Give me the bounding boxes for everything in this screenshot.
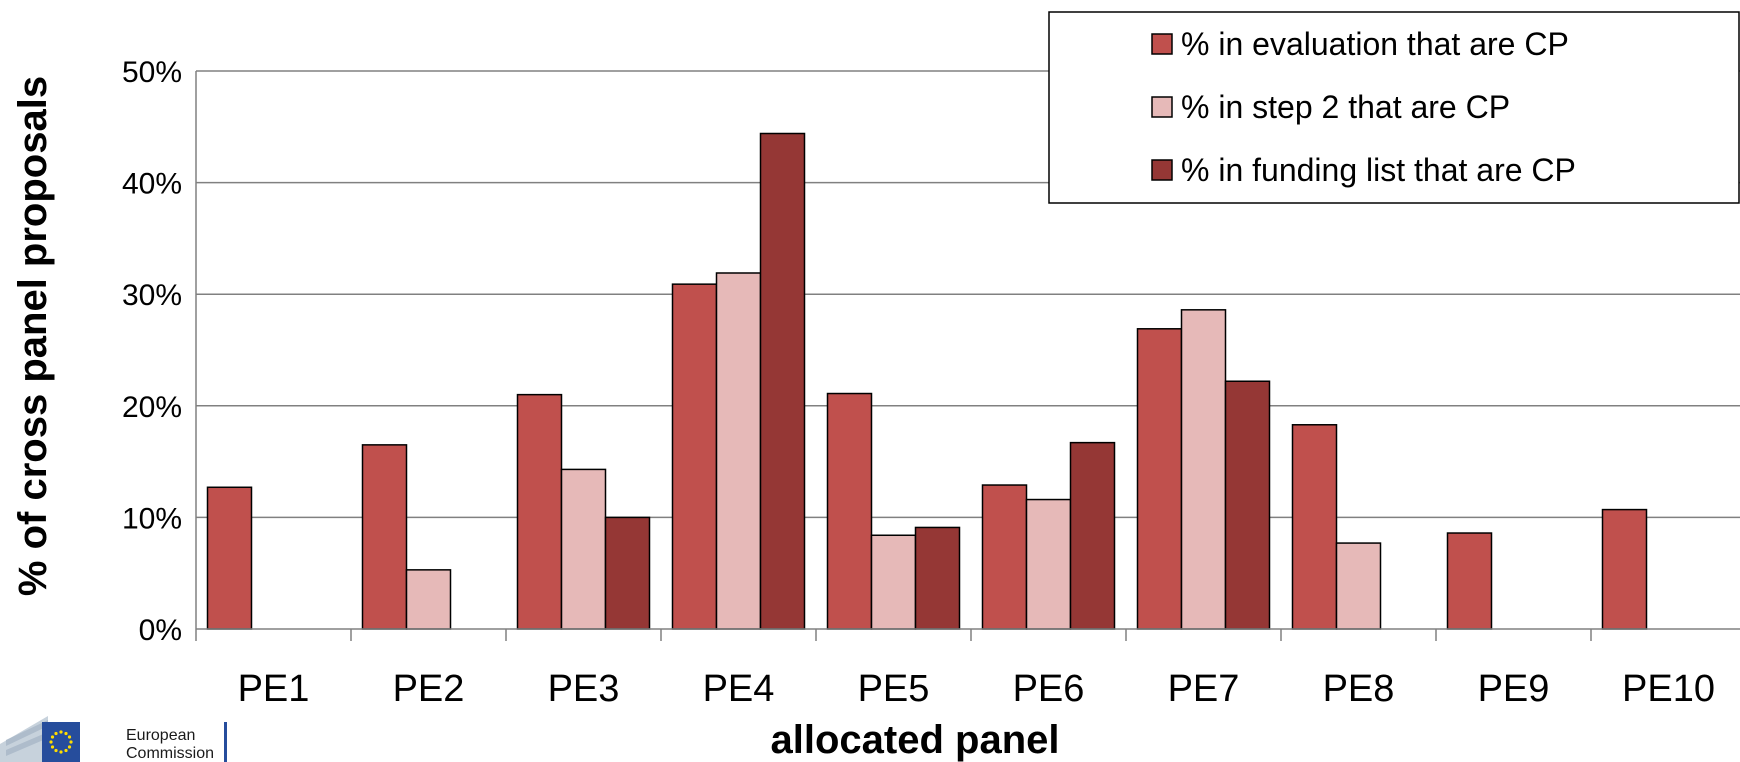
legend-label: % in step 2 that are CP xyxy=(1181,89,1510,125)
legend-swatch xyxy=(1151,33,1173,55)
x-tick-label: PE1 xyxy=(238,668,310,710)
bar xyxy=(671,283,718,630)
bar xyxy=(1069,441,1116,630)
bar xyxy=(759,132,806,630)
bar xyxy=(1180,309,1227,630)
bar xyxy=(1136,328,1183,630)
x-tick-label: PE4 xyxy=(703,668,775,710)
bar xyxy=(1335,542,1382,630)
bar xyxy=(715,272,762,630)
bar xyxy=(1025,498,1072,630)
y-tick-label: 10% xyxy=(122,502,182,535)
x-tick-label: PE9 xyxy=(1478,668,1550,710)
bar xyxy=(1291,424,1338,630)
bar xyxy=(1601,508,1648,630)
bar xyxy=(826,392,873,630)
legend-swatch xyxy=(1151,96,1173,118)
bar xyxy=(1446,532,1493,630)
legend: % in evaluation that are CP % in step 2 t… xyxy=(1048,11,1740,204)
x-axis-title: allocated panel xyxy=(771,718,1060,762)
y-tick-label: 40% xyxy=(122,168,182,201)
bar xyxy=(981,484,1028,630)
category-labels: PE1 PE2 PE3 PE4 PE5 PE6 PE7 PE8 PE9 PE10 xyxy=(238,668,1715,710)
european-commission-logo: European Commission xyxy=(0,716,227,762)
bar xyxy=(361,444,408,630)
building-lines-icon xyxy=(0,716,48,762)
legend-swatch xyxy=(1151,159,1173,181)
logo-text-line1: European xyxy=(126,727,195,744)
y-tick-label: 50% xyxy=(122,56,182,89)
x-tick-label: PE3 xyxy=(548,668,620,710)
bar xyxy=(516,393,563,630)
bar xyxy=(604,516,651,630)
x-tick-label: PE7 xyxy=(1168,668,1240,710)
x-tick-label: PE2 xyxy=(393,668,465,710)
eu-flag-icon xyxy=(42,722,80,762)
bar xyxy=(405,569,452,630)
y-tick-labels: 0% 10% 20% 30% 40% 50% xyxy=(122,56,182,647)
axes xyxy=(195,71,1740,641)
bar xyxy=(206,486,253,630)
y-tick-label: 0% xyxy=(139,614,182,647)
logo-text-line2: Commission xyxy=(126,745,214,762)
logo-divider xyxy=(224,722,227,762)
legend-label: % in funding list that are CP xyxy=(1181,152,1576,188)
x-tick-label: PE5 xyxy=(858,668,930,710)
y-axis-title: % of cross panel proposals xyxy=(11,76,55,596)
y-tick-label: 30% xyxy=(122,279,182,312)
bars xyxy=(206,132,1648,630)
x-tick-label: PE8 xyxy=(1323,668,1395,710)
x-tick-label: PE6 xyxy=(1013,668,1085,710)
x-tick-label: PE10 xyxy=(1622,668,1715,710)
bar xyxy=(914,526,961,630)
bar xyxy=(870,534,917,630)
legend-label: % in evaluation that are CP xyxy=(1181,26,1569,62)
bar xyxy=(560,468,607,630)
eu-stars-icon xyxy=(49,730,73,754)
y-tick-label: 20% xyxy=(122,391,182,424)
bar xyxy=(1224,380,1271,630)
